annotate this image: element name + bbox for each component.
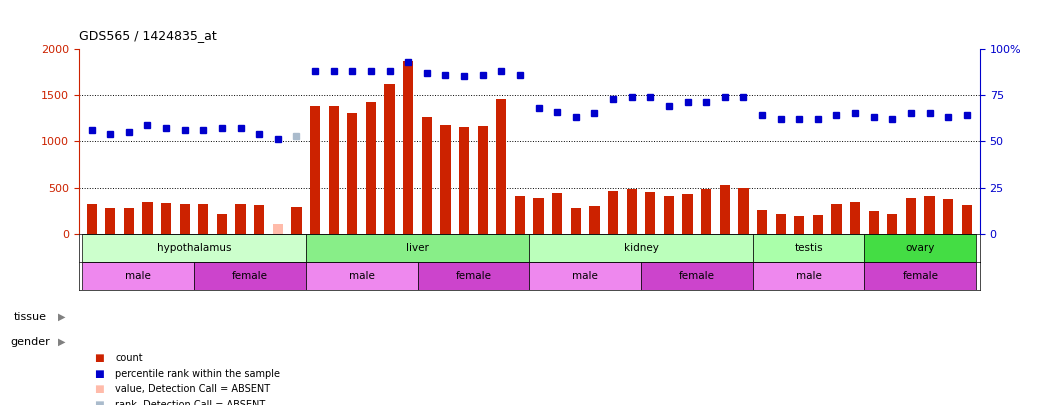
Bar xyxy=(161,203,171,234)
Bar xyxy=(385,84,395,234)
Text: ▶: ▶ xyxy=(58,337,65,347)
Text: female: female xyxy=(679,271,715,281)
Bar xyxy=(366,102,376,234)
Text: value, Detection Call = ABSENT: value, Detection Call = ABSENT xyxy=(115,384,270,394)
Bar xyxy=(794,216,805,234)
Text: ■: ■ xyxy=(94,354,104,363)
Bar xyxy=(865,234,976,262)
Text: count: count xyxy=(115,354,143,363)
Text: ■: ■ xyxy=(94,400,104,405)
Bar xyxy=(924,196,935,234)
Bar xyxy=(440,125,451,234)
Bar xyxy=(529,234,752,262)
Bar xyxy=(571,207,581,234)
Text: rank, Detection Call = ABSENT: rank, Detection Call = ABSENT xyxy=(115,400,265,405)
Text: male: male xyxy=(349,271,374,281)
Text: liver: liver xyxy=(406,243,429,253)
Bar xyxy=(589,206,599,234)
Bar xyxy=(752,262,865,290)
Bar xyxy=(757,210,767,234)
Bar xyxy=(869,211,879,234)
Bar xyxy=(943,199,954,234)
Bar xyxy=(105,207,115,234)
Bar xyxy=(291,207,302,234)
Bar xyxy=(306,262,417,290)
Bar xyxy=(272,224,283,234)
Text: testis: testis xyxy=(794,243,823,253)
Bar xyxy=(663,196,674,234)
Text: male: male xyxy=(572,271,598,281)
Bar xyxy=(198,204,209,234)
Bar xyxy=(831,204,842,234)
Bar xyxy=(962,205,971,234)
Bar xyxy=(124,209,134,234)
Bar xyxy=(738,188,748,234)
Bar xyxy=(627,190,637,234)
Bar xyxy=(83,234,306,262)
Bar xyxy=(310,106,321,234)
Bar xyxy=(888,213,897,234)
Bar xyxy=(478,126,487,234)
Bar xyxy=(865,262,976,290)
Text: female: female xyxy=(902,271,938,281)
Bar xyxy=(421,117,432,234)
Text: female: female xyxy=(456,271,492,281)
Bar xyxy=(720,185,729,234)
Bar xyxy=(87,204,96,234)
Bar xyxy=(143,202,153,234)
Text: male: male xyxy=(126,271,151,281)
Bar xyxy=(641,262,752,290)
Text: GDS565 / 1424835_at: GDS565 / 1424835_at xyxy=(79,30,216,43)
Bar xyxy=(515,196,525,234)
Bar xyxy=(850,202,860,234)
Bar xyxy=(347,113,357,234)
Bar xyxy=(813,215,823,234)
Text: percentile rank within the sample: percentile rank within the sample xyxy=(115,369,280,379)
Text: gender: gender xyxy=(10,337,50,347)
Bar xyxy=(403,61,413,234)
Bar xyxy=(529,262,641,290)
Bar xyxy=(254,205,264,234)
Bar xyxy=(752,234,865,262)
Bar xyxy=(329,106,339,234)
Bar xyxy=(776,214,786,234)
Text: tissue: tissue xyxy=(14,312,46,322)
Bar xyxy=(905,198,916,234)
Bar xyxy=(646,192,655,234)
Bar xyxy=(608,191,618,234)
Bar xyxy=(533,198,544,234)
Text: ▶: ▶ xyxy=(58,312,65,322)
Bar xyxy=(236,204,245,234)
Bar xyxy=(179,204,190,234)
Text: ■: ■ xyxy=(94,384,104,394)
Text: hypothalamus: hypothalamus xyxy=(157,243,232,253)
Text: male: male xyxy=(795,271,822,281)
Bar xyxy=(417,262,529,290)
Bar xyxy=(194,262,306,290)
Bar xyxy=(459,128,470,234)
Bar xyxy=(83,262,194,290)
Bar xyxy=(701,190,712,234)
Bar xyxy=(682,194,693,234)
Bar xyxy=(552,193,563,234)
Bar xyxy=(217,214,227,234)
Text: female: female xyxy=(232,271,268,281)
Text: ■: ■ xyxy=(94,369,104,379)
Text: kidney: kidney xyxy=(624,243,658,253)
Bar xyxy=(306,234,529,262)
Bar xyxy=(496,99,506,234)
Text: ovary: ovary xyxy=(905,243,935,253)
